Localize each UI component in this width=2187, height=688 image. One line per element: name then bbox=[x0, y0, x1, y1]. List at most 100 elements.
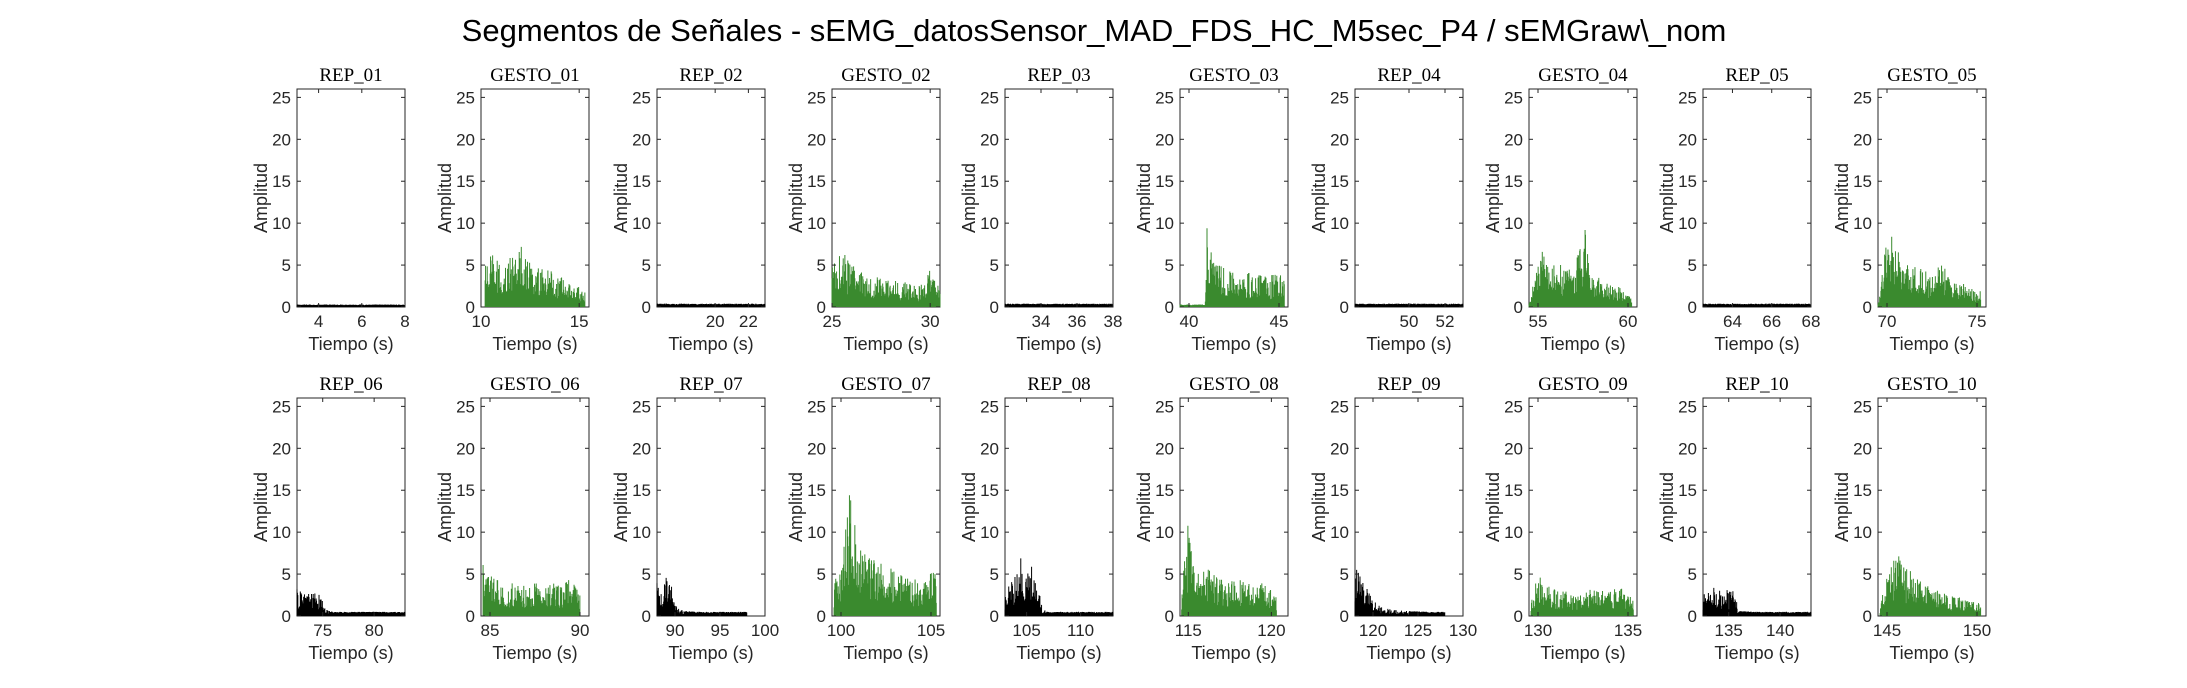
y-tick-label: 25 bbox=[1853, 397, 1872, 416]
y-axis-label: Amplitud bbox=[1832, 163, 1852, 233]
subplot-gesto-03: 0 5 10 15 20 25 40 45 GESTO_03 Tiempo (s) Amplitud bbox=[1134, 65, 1289, 354]
x-tick-label: 80 bbox=[365, 621, 384, 640]
subplot-title: REP_02 bbox=[679, 65, 742, 86]
x-axis-label: Tiempo (s) bbox=[1714, 643, 1799, 663]
signal-trace bbox=[1879, 556, 1982, 616]
y-tick-label: 5 bbox=[1863, 256, 1872, 275]
signal-trace bbox=[482, 565, 581, 616]
x-axis-label: Tiempo (s) bbox=[668, 643, 753, 663]
y-tick-label: 15 bbox=[1330, 481, 1349, 500]
y-tick-label: 0 bbox=[990, 607, 999, 626]
x-tick-label: 4 bbox=[314, 312, 323, 331]
y-tick-label: 20 bbox=[1330, 439, 1349, 458]
subplot-gesto-09: 0 5 10 15 20 25 130 135 GESTO_09 Tiempo (s) Amplit… bbox=[1483, 374, 1642, 663]
y-tick-label: 10 bbox=[1330, 523, 1349, 542]
x-tick-label: 20 bbox=[706, 312, 725, 331]
axes-box bbox=[1877, 88, 1987, 308]
signal-trace bbox=[484, 246, 586, 307]
y-tick-label: 20 bbox=[1330, 130, 1349, 149]
axes-box bbox=[1528, 88, 1638, 308]
y-tick-label: 25 bbox=[1504, 88, 1523, 107]
x-tick-label: 22 bbox=[739, 312, 758, 331]
subplot-rep-02: 0 5 10 15 20 25 20 22 REP_02 Tiempo (s) Amplitud bbox=[611, 65, 766, 354]
y-tick-label: 15 bbox=[272, 172, 291, 191]
subplot-title: GESTO_07 bbox=[841, 374, 930, 395]
subplot-rep-03: 0 5 10 15 20 25 34 36 38 REP_03 Tiempo (s) Amplitud bbox=[959, 65, 1122, 354]
y-tick-label: 20 bbox=[980, 439, 999, 458]
y-tick-label: 25 bbox=[1678, 397, 1697, 416]
x-tick-label: 100 bbox=[827, 621, 855, 640]
y-tick-label: 20 bbox=[1155, 130, 1174, 149]
x-tick-label: 105 bbox=[917, 621, 945, 640]
y-tick-label: 25 bbox=[1330, 88, 1349, 107]
x-tick-label: 135 bbox=[1614, 621, 1642, 640]
y-tick-label: 15 bbox=[1678, 172, 1697, 191]
x-tick-label: 25 bbox=[823, 312, 842, 331]
y-axis-label: Amplitud bbox=[435, 472, 455, 542]
y-tick-label: 0 bbox=[817, 298, 826, 317]
y-axis-label: Amplitud bbox=[959, 472, 979, 542]
y-tick-label: 10 bbox=[1678, 523, 1697, 542]
axes-box bbox=[1179, 88, 1289, 308]
x-tick-label: 36 bbox=[1068, 312, 1087, 331]
axes-box bbox=[1004, 88, 1114, 308]
x-tick-label: 52 bbox=[1436, 312, 1455, 331]
y-tick-label: 0 bbox=[1340, 298, 1349, 317]
subplot-gesto-06: 0 5 10 15 20 25 85 90 GESTO_06 Tiempo (s) Amplitud bbox=[435, 374, 590, 663]
y-axis-label: Amplitud bbox=[959, 163, 979, 233]
subplot-title: REP_04 bbox=[1377, 65, 1441, 86]
signal-trace bbox=[1004, 558, 1114, 616]
subplot-gesto-01: 0 5 10 15 20 25 10 15 GESTO_01 Tiempo (s) Amplitud bbox=[435, 65, 590, 354]
axes-box bbox=[1702, 397, 1812, 617]
y-tick-label: 0 bbox=[282, 298, 291, 317]
axes-box bbox=[656, 88, 766, 308]
y-tick-label: 20 bbox=[980, 130, 999, 149]
x-tick-label: 90 bbox=[571, 621, 590, 640]
y-tick-label: 5 bbox=[1165, 565, 1174, 584]
y-tick-label: 15 bbox=[632, 481, 651, 500]
x-axis-label: Tiempo (s) bbox=[492, 334, 577, 354]
x-tick-label: 135 bbox=[1715, 621, 1743, 640]
axes-box bbox=[296, 397, 406, 617]
y-tick-label: 10 bbox=[1155, 523, 1174, 542]
y-tick-label: 25 bbox=[1330, 397, 1349, 416]
y-tick-label: 15 bbox=[1155, 172, 1174, 191]
y-tick-label: 0 bbox=[1165, 607, 1174, 626]
x-axis-label: Tiempo (s) bbox=[1540, 334, 1625, 354]
subplot-title: GESTO_01 bbox=[490, 65, 579, 86]
signal-trace bbox=[296, 304, 406, 307]
y-tick-label: 20 bbox=[1504, 130, 1523, 149]
y-axis-label: Amplitud bbox=[1657, 163, 1677, 233]
y-axis-label: Amplitud bbox=[1309, 163, 1329, 233]
y-axis-label: Amplitud bbox=[435, 163, 455, 233]
y-axis-label: Amplitud bbox=[611, 163, 631, 233]
x-axis-label: Tiempo (s) bbox=[1889, 643, 1974, 663]
y-tick-label: 25 bbox=[272, 88, 291, 107]
y-tick-label: 10 bbox=[1155, 214, 1174, 233]
y-tick-label: 0 bbox=[990, 298, 999, 317]
y-tick-label: 15 bbox=[1504, 481, 1523, 500]
y-tick-label: 25 bbox=[272, 397, 291, 416]
y-tick-label: 20 bbox=[1155, 439, 1174, 458]
x-tick-label: 50 bbox=[1400, 312, 1419, 331]
y-tick-label: 0 bbox=[466, 607, 475, 626]
subplot-rep-06: 0 5 10 15 20 25 75 80 REP_06 Tiempo (s) Amplitud bbox=[251, 374, 406, 663]
signal-trace bbox=[1530, 577, 1634, 616]
subplot-title: GESTO_03 bbox=[1189, 65, 1278, 86]
x-tick-label: 75 bbox=[1968, 312, 1987, 331]
y-tick-label: 20 bbox=[456, 130, 475, 149]
y-tick-label: 20 bbox=[1504, 439, 1523, 458]
signal-trace bbox=[1702, 587, 1812, 616]
x-tick-label: 68 bbox=[1802, 312, 1821, 331]
subplot-title: REP_06 bbox=[319, 374, 382, 395]
y-tick-label: 5 bbox=[1688, 565, 1697, 584]
y-tick-label: 15 bbox=[807, 481, 826, 500]
y-tick-label: 20 bbox=[456, 439, 475, 458]
signal-trace bbox=[1181, 525, 1277, 616]
y-axis-label: Amplitud bbox=[251, 163, 271, 233]
y-axis-label: Amplitud bbox=[1483, 163, 1503, 233]
subplot-title: GESTO_06 bbox=[490, 374, 579, 395]
subplot-title: GESTO_10 bbox=[1887, 374, 1976, 395]
subplot-rep-08: 0 5 10 15 20 25 105 110 REP_08 Tiempo (s) Amplitud bbox=[959, 374, 1114, 663]
subplot-title: GESTO_02 bbox=[841, 65, 930, 86]
